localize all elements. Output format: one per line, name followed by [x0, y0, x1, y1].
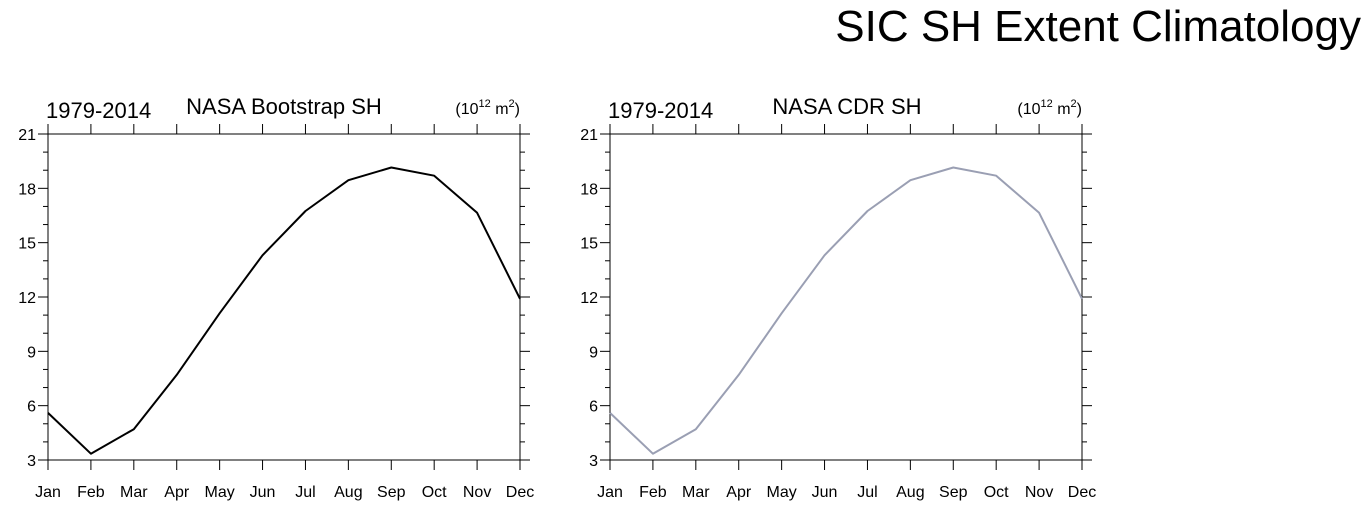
main-title: SIC SH Extent Climatology: [835, 2, 1361, 51]
y-tick-label: 21: [18, 127, 36, 144]
x-tick-label: Sep: [939, 484, 968, 501]
plot-frame: [47, 133, 521, 461]
x-tick-label: Sep: [377, 484, 406, 501]
y-tick-label: 18: [18, 181, 36, 198]
y-tick-label: 9: [27, 344, 36, 361]
x-tick-label: Jan: [597, 484, 623, 501]
plot-frame: [609, 133, 1083, 461]
x-tick-label: Jul: [295, 484, 315, 501]
chart-panel-bootstrap: 1979-2014 NASA Bootstrap SH (1012 m2) 3 6 9 12…: [18, 94, 534, 501]
x-tick-label: Aug: [896, 484, 924, 501]
x-tick-label: May: [205, 484, 235, 501]
x-tick-label: Dec: [1068, 484, 1096, 501]
y-tick-label: 6: [27, 399, 36, 416]
x-tick-label: May: [767, 484, 797, 501]
y-tick-label: 15: [580, 236, 598, 253]
y-tick-label: 6: [589, 399, 598, 416]
x-tick-label: Nov: [1025, 484, 1053, 501]
x-tick-label: Jul: [857, 484, 877, 501]
x-tick-label: Apr: [164, 484, 190, 501]
x-tick-label: Jun: [250, 484, 276, 501]
center-title: NASA CDR SH: [772, 94, 921, 119]
y-tick-label: 3: [589, 453, 598, 470]
units-label: (1012 m2): [455, 98, 520, 118]
x-tick-label: Mar: [120, 484, 148, 501]
y-tick-label: 12: [580, 290, 598, 307]
left-title: 1979-2014: [608, 98, 713, 123]
y-tick-label: 15: [18, 236, 36, 253]
center-title: NASA Bootstrap SH: [186, 94, 382, 119]
x-tick-label: Mar: [682, 484, 710, 501]
y-tick-label: 21: [580, 127, 598, 144]
x-tick-label: Dec: [506, 484, 534, 501]
x-tick-label: Jun: [812, 484, 838, 501]
y-tick-label: 9: [589, 344, 598, 361]
series-line: [609, 166, 1083, 455]
x-tick-label: Oct: [422, 484, 447, 501]
y-tick-label: 3: [27, 453, 36, 470]
left-title: 1979-2014: [46, 98, 151, 123]
chart-panel-cdr: 1979-2014 NASA CDR SH (1012 m2) 3 6 9 12 15 18 21…: [580, 94, 1096, 501]
units-label: (1012 m2): [1017, 98, 1082, 118]
x-tick-label: Oct: [984, 484, 1009, 501]
x-tick-label: Feb: [77, 484, 105, 501]
y-tick-label: 12: [18, 290, 36, 307]
x-tick-label: Jan: [35, 484, 61, 501]
x-tick-label: Feb: [639, 484, 667, 501]
x-tick-label: Nov: [463, 484, 491, 501]
series-line: [47, 166, 521, 455]
x-tick-label: Apr: [726, 484, 752, 501]
y-tick-label: 18: [580, 181, 598, 198]
x-tick-label: Aug: [334, 484, 362, 501]
